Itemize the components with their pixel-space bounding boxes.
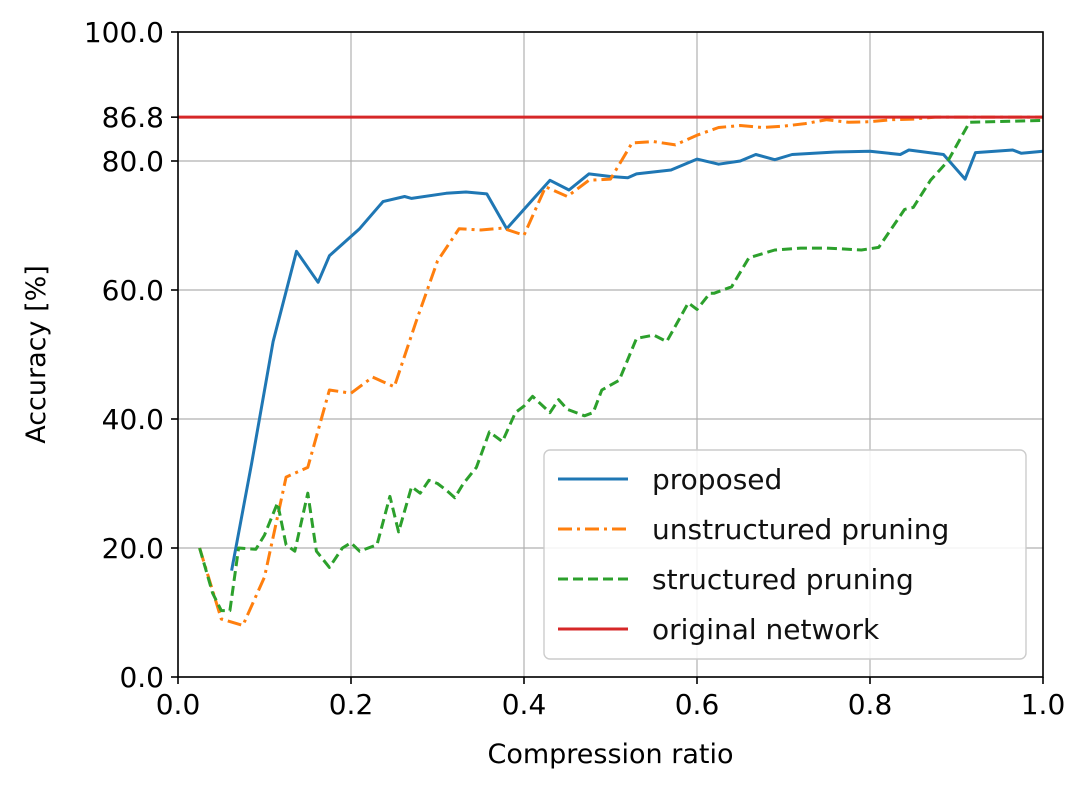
series-line-structured-pruning: [198, 118, 1044, 613]
plot-frame: [177, 31, 1044, 678]
series-line-unstructured-pruning: [198, 115, 1043, 627]
x-tick-label-5: 1.0: [1021, 688, 1066, 721]
legend-label-structured-pruning: structured pruning: [652, 563, 914, 596]
x-tick-label-0: 0.0: [156, 688, 201, 721]
legend-label-proposed: proposed: [652, 463, 782, 496]
y-tick-label-1: 20.0: [102, 532, 164, 565]
y-tick-label-0: 0.0: [119, 661, 164, 694]
y-tick-label-2: 40.0: [102, 403, 164, 436]
series-lines: [178, 115, 1044, 627]
legend-box: [543, 449, 1027, 660]
y-tick-label-6: 100.0: [84, 16, 164, 49]
y-axis-label: Accuracy [%]: [21, 265, 52, 444]
legend: proposed unstructured pruning structured p…: [543, 449, 1027, 660]
x-tick-label-1: 0.2: [329, 688, 374, 721]
y-tick-label-3: 60.0: [102, 274, 164, 307]
x-tick-label-3: 0.6: [675, 688, 720, 721]
axis-ticks: 0.0 0.2 0.4 0.6 0.8 1.0 0.0 20.0 40.0 60.0 80.0 86.…: [84, 16, 1065, 721]
legend-label-original-network: original network: [652, 613, 880, 646]
series-line-proposed: [230, 148, 1044, 571]
legend-label-unstructured-pruning: unstructured pruning: [652, 513, 949, 546]
x-tick-label-4: 0.8: [848, 688, 893, 721]
x-tick-label-2: 0.4: [502, 688, 547, 721]
x-axis-label: Compression ratio: [487, 739, 733, 770]
y-tick-label-4: 80.0: [102, 145, 164, 178]
y-tick-label-5: 86.8: [102, 101, 164, 134]
